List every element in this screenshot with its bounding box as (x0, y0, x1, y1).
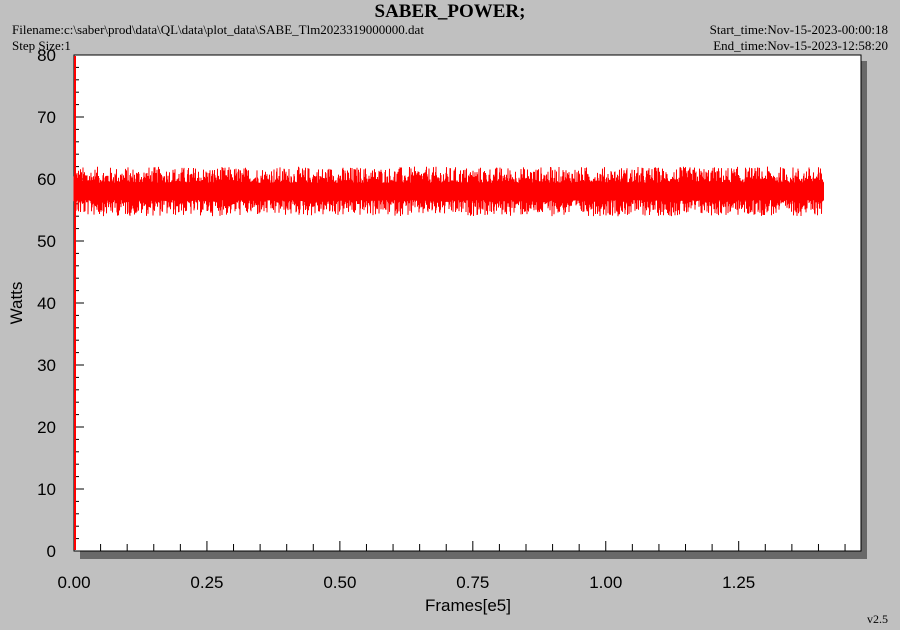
series-power (73, 56, 824, 550)
x-tick-label: 0.50 (323, 573, 356, 592)
plot-frame (73, 54, 862, 552)
filename-label: Filename:c:\saber\prod\data\QL\data\plot… (12, 22, 424, 37)
x-axis-ticks: 0.00 0.25 0.50 0.75 1.00 1.25 (57, 541, 846, 592)
x-tick-label: 0.25 (190, 573, 223, 592)
series-line-0 (73, 166, 824, 217)
y-tick-label: 20 (37, 418, 56, 437)
x-tick-label: 1.00 (589, 573, 622, 592)
y-axis-label: Watts (7, 282, 26, 325)
y-tick-label: 30 (37, 356, 56, 375)
y-tick-label: 0 (47, 542, 56, 561)
y-tick-label: 50 (37, 232, 56, 251)
y-tick-label: 40 (37, 294, 56, 313)
x-tick-label: 0.75 (456, 573, 489, 592)
y-tick-label: 10 (37, 480, 56, 499)
version-label: v2.5 (867, 612, 888, 626)
chart-title: SABER_POWER; (374, 1, 526, 22)
x-tick-label: 0.00 (57, 573, 90, 592)
start-time-label: Start_time:Nov-15-2023-00:00:18 (709, 22, 888, 37)
end-time-label: End_time:Nov-15-2023-12:58:20 (713, 38, 888, 53)
step-size-label: Step Size:1 (12, 38, 71, 53)
y-tick-label: 70 (37, 108, 56, 127)
x-tick-label: 1.25 (722, 573, 755, 592)
x-axis-label: Frames[e5] (425, 596, 511, 615)
y-tick-label: 80 (37, 46, 56, 65)
y-tick-label: 60 (37, 170, 56, 189)
